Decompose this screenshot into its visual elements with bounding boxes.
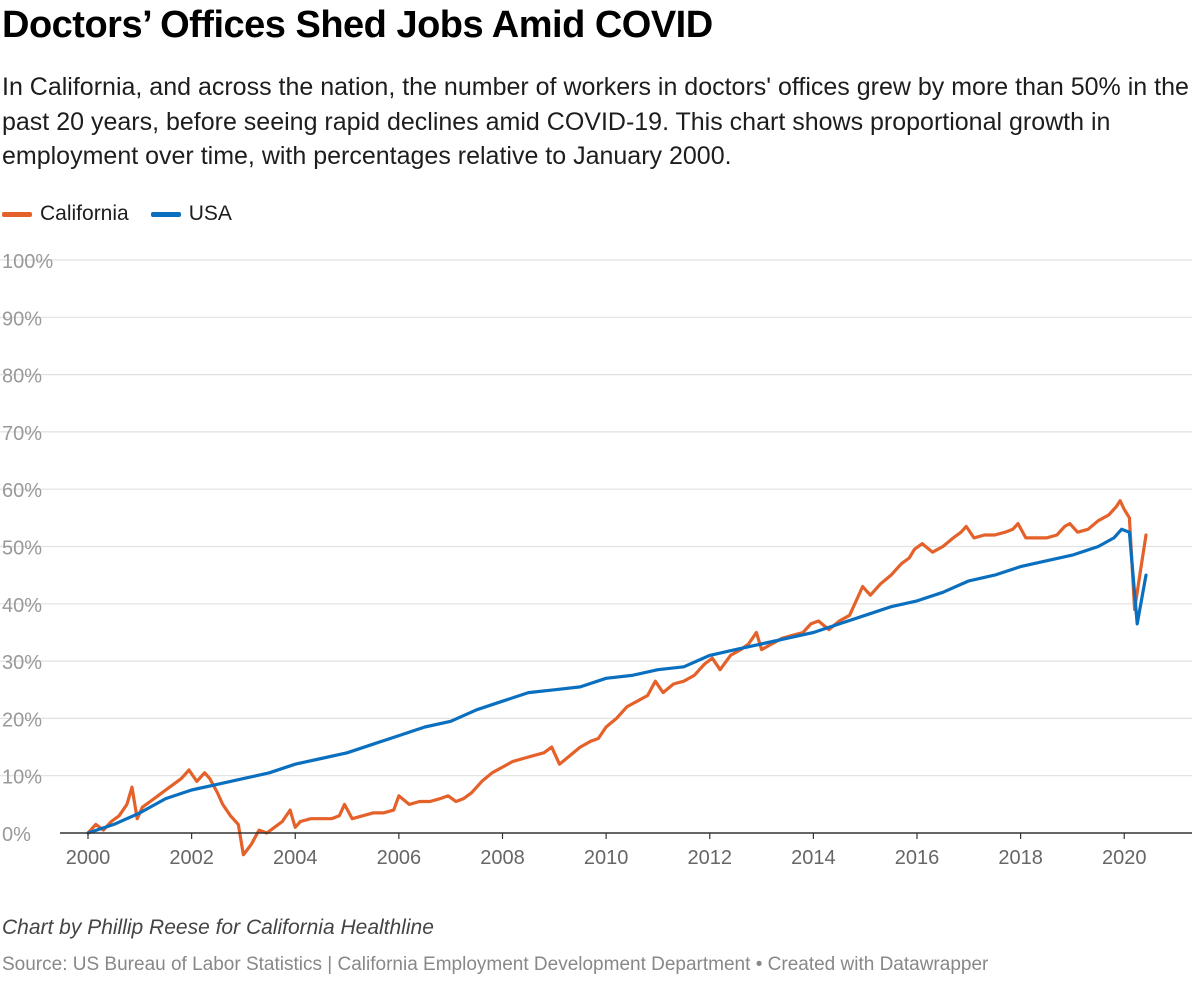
x-tick-label-2010: 2010: [584, 847, 629, 869]
x-tick-label-2016: 2016: [895, 847, 940, 869]
y-tick-label-30: 30%: [2, 652, 42, 674]
legend-swatch-california: [2, 211, 32, 217]
y-tick-label-80: 80%: [2, 366, 42, 388]
byline: Chart by Phillip Reese for California He…: [2, 916, 434, 939]
x-tick-label-2008: 2008: [480, 847, 525, 869]
x-tick-label-2018: 2018: [998, 847, 1043, 869]
y-tick-label-40: 40%: [2, 595, 42, 617]
y-tick-label-50: 50%: [2, 538, 42, 560]
legend: California USA: [2, 200, 254, 228]
x-tick-label-2002: 2002: [169, 847, 214, 869]
x-tick-label-2000: 2000: [66, 847, 111, 869]
legend-item-california: California: [2, 202, 129, 226]
x-tick-label-2012: 2012: [687, 847, 732, 869]
y-tick-label-0: 0%: [2, 824, 31, 846]
credit-label: Created with Datawrapper: [767, 954, 989, 975]
chart-title: Doctors’ Offices Shed Jobs Amid COVID: [2, 4, 713, 46]
source-line: Source: US Bureau of Labor Statistics | …: [2, 954, 988, 976]
y-tick-label-70: 70%: [2, 423, 42, 445]
y-tick-label-10: 10%: [2, 767, 42, 789]
legend-swatch-usa: [150, 211, 181, 217]
series-line-california: [86, 499, 1148, 857]
line-chart: 0% 10% 20% 30% 40% 50% 60% 70% 80% 90% 100% 2000 200…: [0, 251, 1192, 869]
credit-bullet: •: [755, 954, 763, 975]
legend-label-california: California: [40, 202, 129, 225]
series-line-usa: [86, 527, 1148, 835]
x-tick-label-2020: 2020: [1102, 847, 1147, 869]
x-tick-label-2004: 2004: [273, 847, 318, 869]
y-tick-label-100: 100%: [2, 251, 53, 273]
y-tick-label-60: 60%: [2, 480, 42, 502]
y-tick-label-90: 90%: [2, 308, 42, 330]
source-separator: |: [327, 954, 333, 975]
legend-label-usa: USA: [188, 202, 232, 225]
source-label-2: California Employment Development Depart…: [337, 954, 751, 975]
chart-subtitle: In California, and across the nation, th…: [2, 73, 1189, 170]
x-tick-label-2006: 2006: [377, 847, 422, 869]
y-tick-label-20: 20%: [2, 709, 42, 731]
x-tick-label-2014: 2014: [791, 847, 836, 869]
legend-item-usa: USA: [150, 202, 232, 226]
source-label: Source: US Bureau of Labor Statistics: [2, 954, 322, 975]
